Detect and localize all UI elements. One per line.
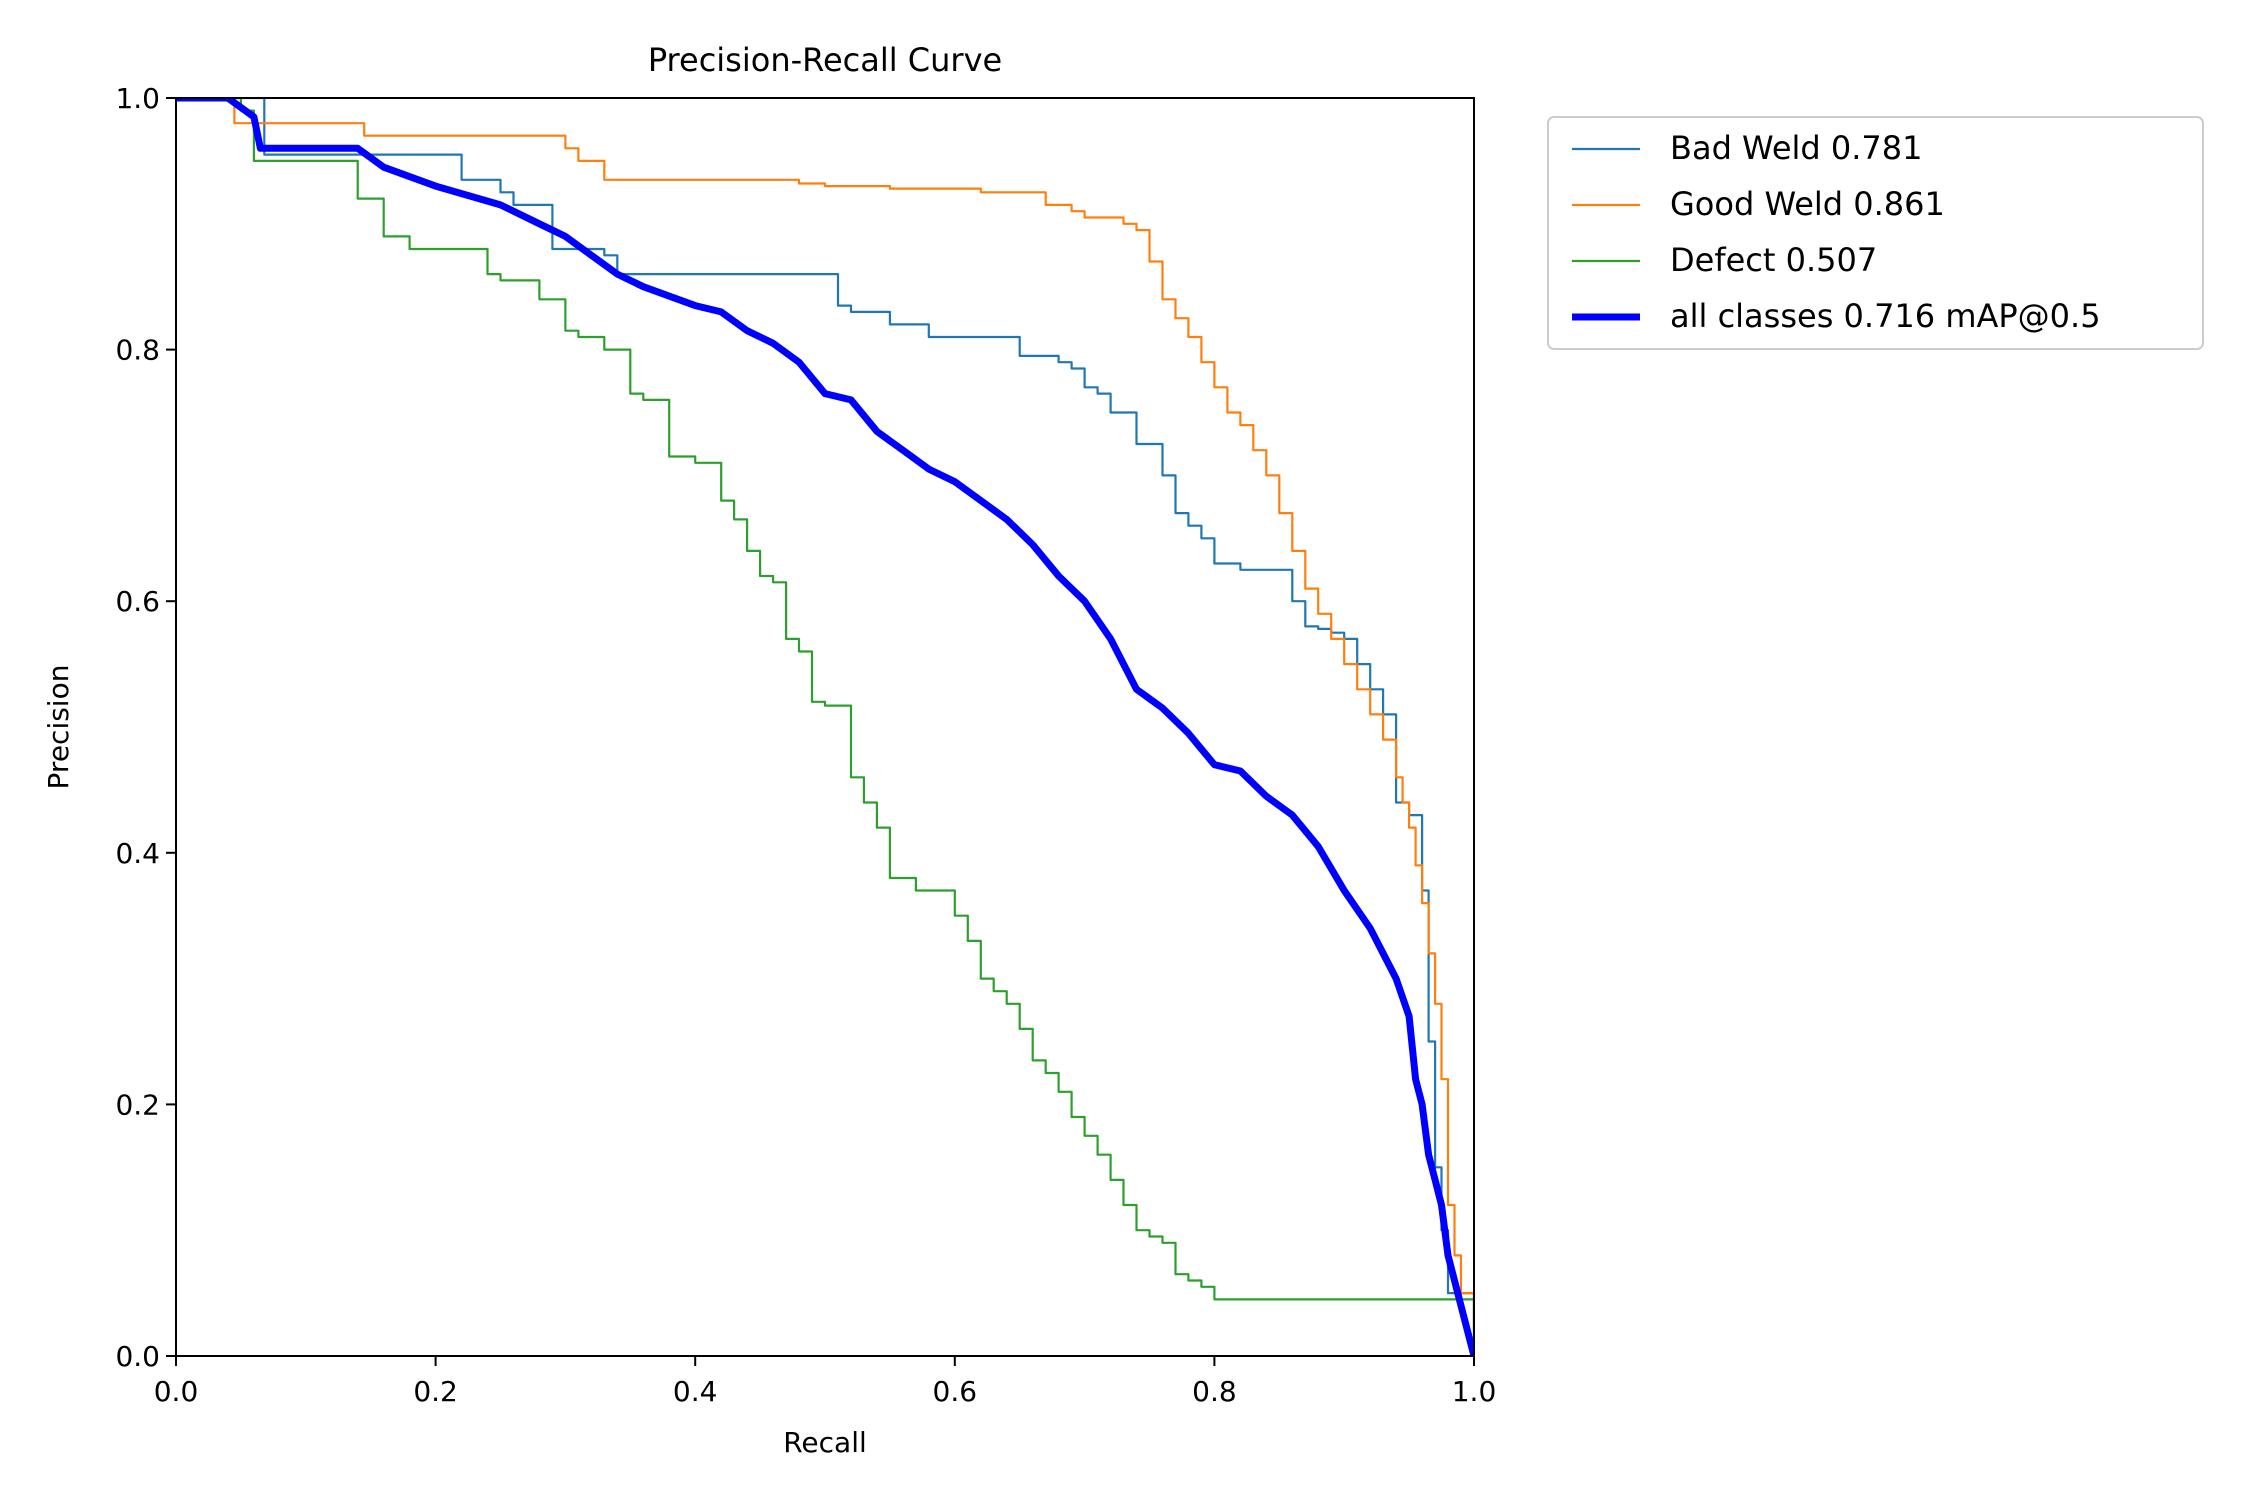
- x-tick-label: 0.2: [413, 1375, 458, 1408]
- series-line-4: [176, 98, 1474, 1356]
- x-tick-label: 0.6: [933, 1375, 978, 1408]
- x-tick-label: 0.0: [154, 1375, 199, 1408]
- x-tick-label: 0.4: [673, 1375, 718, 1408]
- legend-label: Bad Weld 0.781: [1670, 129, 1922, 167]
- legend-box: [1547, 116, 2204, 350]
- plot-series: [176, 98, 1474, 1356]
- y-tick-label: 0.4: [115, 837, 160, 870]
- y-tick-label: 0.2: [115, 1088, 160, 1121]
- y-tick-label: 0.8: [115, 334, 160, 367]
- series-line-2: [176, 98, 1474, 1356]
- chart-title: Precision-Recall Curve: [648, 41, 1002, 79]
- legend-label: all classes 0.716 mAP@0.5: [1670, 297, 2101, 335]
- y-axis-label: Precision: [42, 665, 75, 790]
- x-tick-label: 0.8: [1192, 1375, 1237, 1408]
- legend-label: Good Weld 0.861: [1670, 185, 1945, 223]
- x-tick-label: 1.0: [1452, 1375, 1497, 1408]
- x-axis-label: Recall: [783, 1426, 867, 1459]
- y-tick-label: 0.6: [115, 585, 160, 618]
- plot-area-frame: [175, 97, 1475, 1357]
- axis-ticks: 0.0 0.2 0.4 0.6 0.8 1.0 0.0 0.2 0.4 0.6 0.8 1.0: [115, 82, 1496, 1408]
- series-line-3: [176, 98, 1474, 1356]
- y-tick-label: 1.0: [115, 82, 160, 115]
- y-tick-label: 0.0: [115, 1340, 160, 1373]
- legend: Bad Weld 0.781 Good Weld 0.861 Defect 0.50…: [1547, 116, 2204, 350]
- legend-label: Defect 0.507: [1670, 241, 1877, 279]
